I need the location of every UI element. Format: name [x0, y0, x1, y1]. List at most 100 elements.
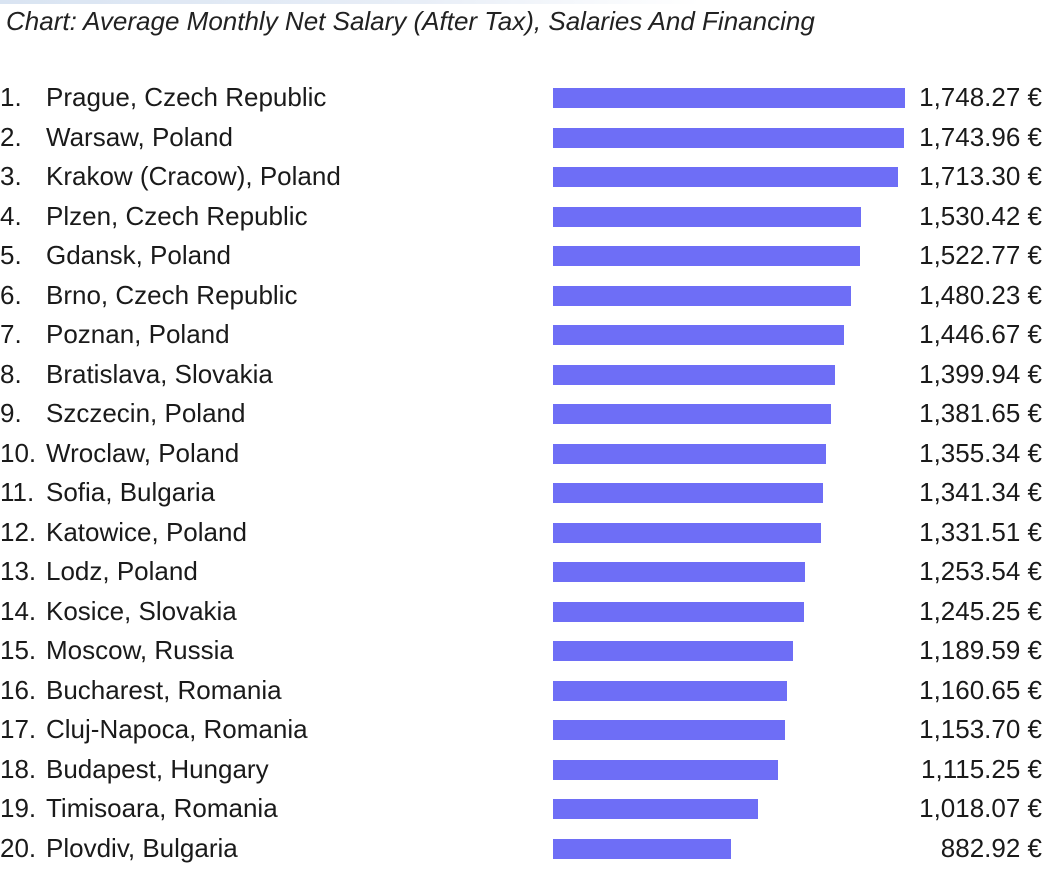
bar [553, 206, 862, 227]
rank-label: 2. [0, 121, 22, 152]
bar [553, 680, 787, 701]
value-label: 1,331.51 € [919, 516, 1042, 547]
bar [553, 838, 731, 859]
rank-label: 20. [0, 832, 37, 863]
category-label: Timisoara, Romania [46, 793, 278, 823]
category-label: Warsaw, Poland [46, 121, 233, 152]
chart-title: Chart: Average Monthly Net Salary (After… [6, 6, 815, 36]
category-label: Wroclaw, Poland [46, 437, 240, 468]
chart-row: 11. Sofia, Bulgaria 1,341.34 € [0, 473, 1059, 513]
rank-label: 5. [0, 240, 22, 270]
category-label: Moscow, Russia [46, 635, 234, 665]
chart-row: 17. Cluj-Napoca, Romania 1,153.70 € [0, 710, 1059, 750]
bar [553, 246, 860, 266]
value-label: 1,115.25 € [921, 753, 1042, 784]
rank-label: 10. [0, 437, 37, 468]
rank-label: 4. [0, 200, 22, 231]
rank-label: 12. [0, 516, 37, 547]
rank-label: 1. [0, 82, 22, 112]
bar [553, 443, 826, 464]
rank-label: 14. [0, 595, 37, 626]
chart-row: 6. Brno, Czech Republic 1,480.23 € [0, 276, 1059, 316]
value-label: 1,160.65 € [919, 674, 1042, 705]
category-label: Budapest, Hungary [46, 753, 269, 784]
value-label: 1,743.96 € [919, 121, 1042, 152]
chart-row: 3. Krakow (Cracow), Poland 1,713.30 € [0, 157, 1059, 197]
bar [553, 325, 845, 345]
value-label: 1,355.34 € [919, 437, 1042, 468]
rank-label: 13. [0, 556, 37, 586]
bar [553, 285, 852, 306]
chart-row: 8. Bratislava, Slovakia 1,399.94 € [0, 355, 1059, 395]
chart-row: 5. Gdansk, Poland 1,522.77 € [0, 236, 1059, 276]
rank-label: 3. [0, 161, 22, 191]
value-label: 1,530.42 € [919, 200, 1042, 231]
rank-label: 17. [0, 714, 37, 744]
chart-row: 12. Katowice, Poland 1,331.51 € [0, 513, 1059, 553]
category-label: Kosice, Slovakia [46, 595, 237, 626]
bar-chart: 1. Prague, Czech Republic 1,748.27 € 2. Wars… [0, 78, 1059, 868]
bar [553, 720, 786, 740]
value-label: 1,153.70 € [919, 714, 1042, 744]
value-label: 1,713.30 € [919, 161, 1042, 191]
value-label: 1,399.94 € [919, 358, 1042, 389]
rank-label: 16. [0, 674, 37, 705]
chart-row: 19. Timisoara, Romania 1,018.07 € [0, 789, 1059, 829]
value-label: 1,522.77 € [919, 240, 1042, 270]
chart-row: 16. Bucharest, Romania 1,160.65 € [0, 671, 1059, 711]
category-label: Prague, Czech Republic [46, 82, 327, 112]
category-label: Plovdiv, Bulgaria [46, 832, 238, 863]
rank-label: 7. [0, 319, 22, 349]
chart-row: 10. Wroclaw, Poland 1,355.34 € [0, 434, 1059, 474]
chart-row: 13. Lodz, Poland 1,253.54 € [0, 552, 1059, 592]
value-label: 882.92 € [940, 832, 1042, 863]
rank-label: 15. [0, 635, 37, 665]
rank-label: 11. [0, 477, 35, 507]
rank-label: 8. [0, 358, 22, 389]
value-label: 1,018.07 € [919, 793, 1042, 823]
value-label: 1,748.27 € [919, 82, 1042, 112]
value-label: 1,381.65 € [919, 398, 1042, 428]
bar [553, 127, 905, 148]
bar [553, 562, 806, 582]
value-label: 1,341.34 € [919, 477, 1042, 507]
chart-row: 14. Kosice, Slovakia 1,245.25 € [0, 592, 1059, 632]
bar [553, 364, 835, 385]
bar [553, 759, 778, 780]
bar [553, 601, 804, 622]
category-label: Katowice, Poland [46, 516, 247, 547]
chart-row: 20. Plovdiv, Bulgaria 882.92 € [0, 829, 1059, 869]
value-label: 1,253.54 € [919, 556, 1042, 586]
rank-label: 6. [0, 279, 22, 310]
chart-row: 15. Moscow, Russia 1,189.59 € [0, 631, 1059, 671]
category-label: Bucharest, Romania [46, 674, 282, 705]
bar [553, 167, 898, 187]
value-label: 1,189.59 € [919, 635, 1042, 665]
value-label: 1,245.25 € [919, 595, 1042, 626]
bar [553, 88, 905, 108]
bar [553, 522, 822, 543]
rank-label: 9. [0, 398, 22, 428]
value-label: 1,446.67 € [919, 319, 1042, 349]
rank-label: 18. [0, 753, 37, 784]
chart-row: 7. Poznan, Poland 1,446.67 € [0, 315, 1059, 355]
top-decorative-strip [0, 0, 700, 4]
category-label: Lodz, Poland [46, 556, 198, 586]
chart-row: 2. Warsaw, Poland 1,743.96 € [0, 118, 1059, 158]
value-label: 1,480.23 € [919, 279, 1042, 310]
category-label: Cluj-Napoca, Romania [46, 714, 308, 744]
category-label: Brno, Czech Republic [46, 279, 298, 310]
chart-row: 4. Plzen, Czech Republic 1,530.42 € [0, 197, 1059, 237]
bar [553, 404, 832, 424]
category-label: Gdansk, Poland [46, 240, 232, 270]
category-label: Plzen, Czech Republic [46, 200, 308, 231]
chart-row: 1. Prague, Czech Republic 1,748.27 € [0, 78, 1059, 118]
bar [553, 483, 824, 503]
category-label: Sofia, Bulgaria [46, 477, 216, 507]
category-label: Poznan, Poland [46, 319, 230, 349]
category-label: Bratislava, Slovakia [46, 358, 273, 389]
bar [553, 799, 758, 819]
category-label: Szczecin, Poland [46, 398, 246, 428]
rank-label: 19. [0, 793, 37, 823]
chart-row: 18. Budapest, Hungary 1,115.25 € [0, 750, 1059, 790]
